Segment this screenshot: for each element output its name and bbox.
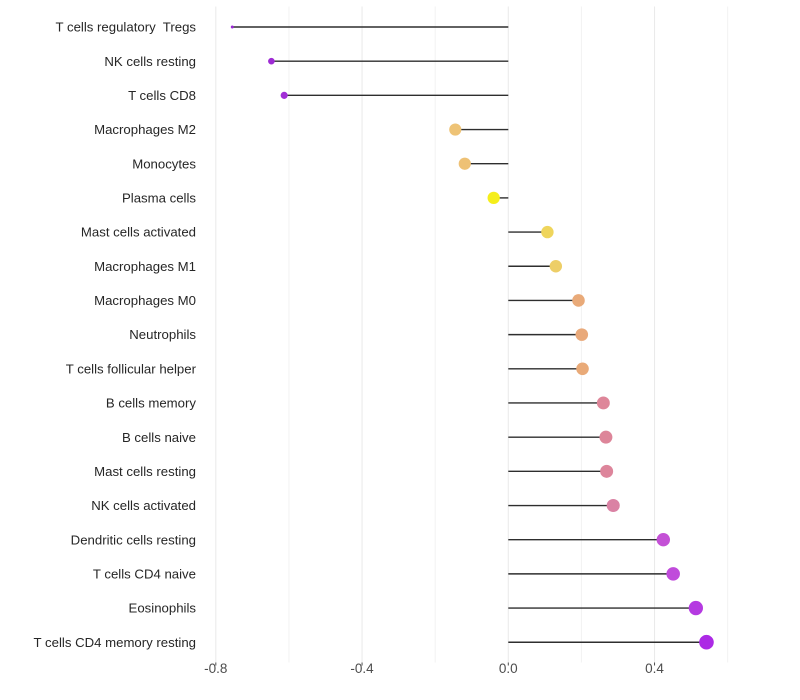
x-tick-label: -0.8 (204, 661, 227, 676)
category-label: Mast cells resting (94, 464, 196, 479)
category-label: Plasma cells (122, 191, 196, 206)
lollipop-dot (549, 260, 563, 273)
lollipop-dot (541, 225, 554, 239)
x-tick-label: 0.0 (499, 661, 518, 676)
lollipop-dot (599, 430, 613, 444)
category-label: Neutrophils (129, 327, 196, 342)
lollipop-dot (230, 25, 234, 29)
category-label: Eosinophils (129, 601, 197, 616)
lollipop-dot (596, 396, 610, 410)
lollipop-dot (449, 123, 462, 136)
category-label: T cells regulatory Tregs (56, 20, 197, 35)
lollipop-dot (487, 191, 500, 205)
lollipop-dot (458, 157, 471, 170)
lollipop-dot (656, 533, 671, 547)
category-label: Mast cells activated (81, 225, 196, 240)
x-tick-label: 0.4 (645, 661, 664, 676)
category-label: Macrophages M1 (94, 259, 196, 274)
lollipop-dot (280, 91, 288, 99)
lollipop-dot (688, 600, 704, 616)
lollipop-dot (699, 634, 714, 650)
category-label: NK cells activated (91, 498, 196, 513)
lollipop-dot (666, 567, 680, 581)
category-label: T cells follicular helper (66, 361, 197, 376)
category-label: B cells naive (122, 430, 196, 445)
lollipop-dot (572, 294, 585, 307)
category-label: Macrophages M0 (94, 293, 196, 308)
category-label: Monocytes (132, 156, 196, 171)
lollipop-dot (600, 464, 614, 478)
category-label: Macrophages M2 (94, 122, 196, 137)
category-label: B cells memory (106, 396, 197, 411)
category-label: T cells CD4 memory resting (34, 635, 196, 650)
lollipop-dot (268, 57, 275, 65)
lollipop-dot (606, 498, 620, 513)
x-tick-label: -0.4 (350, 661, 374, 676)
category-label: Dendritic cells resting (71, 532, 196, 547)
lollipop-dot (576, 362, 589, 376)
category-label: T cells CD8 (128, 88, 196, 103)
lollipop-dot (575, 328, 589, 341)
category-label: NK cells resting (104, 54, 196, 69)
category-label: T cells CD4 naive (93, 566, 196, 581)
